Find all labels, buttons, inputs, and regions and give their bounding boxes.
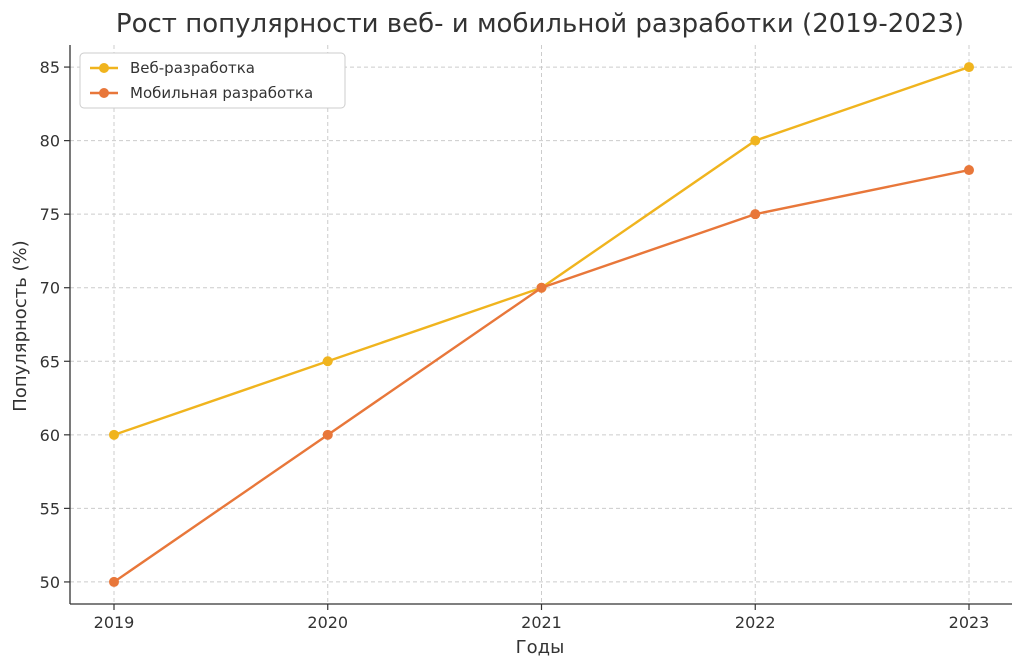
data-point [109,429,119,440]
x-tick-label: 2019 [94,613,135,632]
data-point [964,62,974,73]
y-tick-label: 65 [40,352,60,371]
y-tick-label: 75 [40,205,60,224]
x-axis: 2019 2020 2021 2022 2023 [94,604,990,632]
chart-title: Рост популярности веб- и мобильной разра… [116,9,964,39]
y-tick-label: 60 [40,426,60,445]
y-axis-label: Популярность (%) [10,240,31,411]
y-tick-label: 70 [40,279,60,298]
y-axis: 50 55 60 65 70 75 80 85 [40,58,70,592]
legend-label: Веб-разработка [130,59,255,77]
x-tick-label: 2023 [949,613,990,632]
y-tick-label: 50 [40,573,60,592]
data-point [750,135,761,146]
axes-frame [69,45,1012,605]
data-point [964,165,974,176]
data-point [109,576,119,587]
data-point [536,282,547,293]
y-tick-label: 85 [40,58,60,77]
x-tick-label: 2020 [307,613,348,632]
legend-marker [99,88,109,98]
y-tick-label: 80 [40,132,60,151]
data-point [322,429,333,440]
legend-item: Веб-разработка [90,59,255,77]
legend-item: Мобильная разработка [90,84,313,102]
series-2 [109,165,974,587]
grid [70,45,1012,604]
legend-label: Мобильная разработка [130,84,313,102]
x-tick-label: 2022 [735,613,776,632]
x-tick-label: 2021 [521,613,562,632]
legend: Веб-разработка Мобильная разработка [79,52,346,109]
x-axis-label: Годы [516,637,565,658]
data-point [750,209,761,220]
legend-box [79,52,346,109]
legend-marker [99,63,109,73]
series-layer [109,62,974,587]
data-point [322,356,333,367]
y-tick-label: 55 [40,499,60,518]
